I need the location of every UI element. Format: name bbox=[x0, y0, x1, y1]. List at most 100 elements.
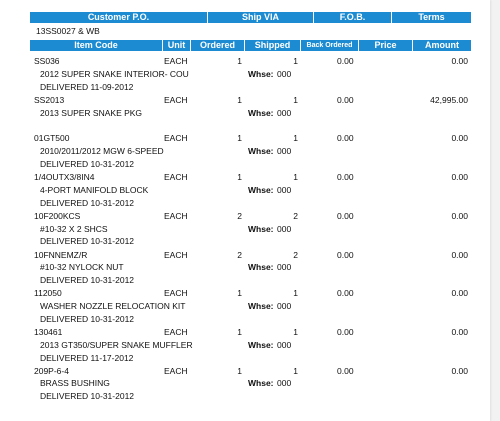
item-code: 10FNNEMZ/R bbox=[34, 249, 88, 260]
unit: EACH bbox=[164, 210, 188, 221]
amount: 0.00 bbox=[451, 133, 468, 144]
item-code: 112050 bbox=[34, 288, 62, 299]
ordered-qty: 2 bbox=[237, 210, 242, 221]
ordered-qty: 1 bbox=[237, 133, 242, 144]
shipped-qty: 1 bbox=[293, 365, 298, 376]
back-ordered-qty: 0.00 bbox=[337, 365, 354, 376]
unit: EACH bbox=[164, 288, 188, 299]
whse-value: 000 bbox=[277, 184, 292, 195]
shipped-qty: 1 bbox=[293, 56, 298, 66]
whse-value: 000 bbox=[277, 223, 292, 234]
unit: EACH bbox=[164, 94, 188, 105]
col-amount: Amount bbox=[413, 40, 471, 51]
whse-label: Whse: bbox=[248, 184, 274, 195]
item-code: 209P-6-4 bbox=[34, 365, 69, 376]
description: WASHER NOZZLE RELOCATION KIT bbox=[40, 301, 186, 311]
delivered-date: DELIVERED 10-31-2012 bbox=[40, 197, 135, 208]
whse-label: Whse: bbox=[248, 223, 274, 234]
delivered-date: DELIVERED 11-17-2012 bbox=[40, 352, 134, 363]
whse-value: 000 bbox=[277, 146, 292, 157]
col-back-ordered: Back Ordered bbox=[301, 40, 358, 51]
delivered-date: DELIVERED 10-31-2012 bbox=[40, 313, 135, 324]
unit: EACH bbox=[164, 365, 188, 376]
item-code: 130461 bbox=[34, 326, 63, 337]
unit: EACH bbox=[164, 56, 188, 66]
description: #10-32 X 2 SHCS bbox=[40, 223, 108, 234]
item-code: 10F200KCS bbox=[34, 210, 81, 221]
whse-value: 000 bbox=[277, 378, 292, 389]
description: #10-32 NYLOCK NUT bbox=[40, 262, 124, 273]
whse-value: 000 bbox=[277, 301, 292, 311]
col-item-code: Item Code bbox=[30, 40, 162, 51]
back-ordered-qty: 0.00 bbox=[337, 288, 354, 299]
customer-po-header: Customer P.O. bbox=[30, 12, 207, 23]
whse-value: 000 bbox=[277, 339, 292, 350]
shipped-qty: 1 bbox=[293, 288, 298, 299]
shipped-qty: 2 bbox=[293, 210, 298, 221]
whse-label: Whse: bbox=[248, 146, 274, 157]
delivered-date: DELIVERED 10-31-2012 bbox=[40, 236, 135, 247]
terms-header: Terms bbox=[392, 12, 471, 23]
ship-via-header: Ship VIA bbox=[208, 12, 313, 23]
ordered-qty: 1 bbox=[237, 288, 242, 299]
whse-value: 000 bbox=[277, 68, 292, 79]
customer-po-value: 13SS0027 & WB bbox=[36, 26, 100, 36]
ordered-qty: 1 bbox=[237, 94, 242, 105]
back-ordered-qty: 0.00 bbox=[337, 326, 354, 337]
whse-label: Whse: bbox=[248, 378, 274, 389]
amount: 0.00 bbox=[451, 249, 468, 260]
unit: EACH bbox=[164, 326, 188, 337]
item-code: SS2013 bbox=[34, 94, 65, 105]
amount: 0.00 bbox=[451, 365, 468, 376]
shipped-qty: 1 bbox=[293, 326, 298, 337]
unit: EACH bbox=[164, 172, 188, 183]
shipped-qty: 1 bbox=[293, 133, 298, 144]
col-price: Price bbox=[359, 40, 412, 51]
delivered-date: DELIVERED 10-31-2012 bbox=[40, 275, 135, 286]
amount: 0.00 bbox=[451, 326, 468, 337]
ordered-qty: 1 bbox=[237, 56, 242, 66]
description: 2013 GT350/SUPER SNAKE MUFFLER bbox=[40, 339, 193, 350]
whse-value: 000 bbox=[277, 107, 292, 118]
amount: 0.00 bbox=[451, 210, 468, 221]
back-ordered-qty: 0.00 bbox=[337, 133, 354, 144]
whse-value: 000 bbox=[277, 262, 292, 273]
whse-label: Whse: bbox=[248, 68, 274, 79]
shipped-qty: 1 bbox=[293, 172, 298, 183]
back-ordered-qty: 0.00 bbox=[337, 210, 354, 221]
description: 2013 SUPER SNAKE PKG bbox=[40, 107, 143, 118]
fob-header: F.O.B. bbox=[314, 12, 391, 23]
unit: EACH bbox=[164, 133, 188, 144]
back-ordered-qty: 0.00 bbox=[337, 94, 354, 105]
amount: 0.00 bbox=[451, 172, 468, 183]
col-ordered: Ordered bbox=[191, 40, 244, 51]
col-shipped: Shipped bbox=[245, 40, 300, 51]
whse-label: Whse: bbox=[248, 262, 274, 273]
delivered-date: DELIVERED 11-09-2012 bbox=[40, 81, 134, 92]
ordered-qty: 1 bbox=[237, 365, 242, 376]
whse-label: Whse: bbox=[248, 107, 274, 118]
back-ordered-qty: 0.00 bbox=[337, 172, 354, 183]
unit: EACH bbox=[164, 249, 188, 260]
col-unit: Unit bbox=[163, 40, 190, 51]
shipped-qty: 1 bbox=[293, 94, 298, 105]
whse-label: Whse: bbox=[248, 301, 274, 311]
description: BRASS BUSHING bbox=[40, 378, 110, 389]
amount: 42,995.00 bbox=[430, 94, 468, 105]
back-ordered-qty: 0.00 bbox=[337, 249, 354, 260]
description: 2010/2011/2012 MGW 6-SPEED bbox=[40, 146, 164, 157]
delivered-date: DELIVERED 10-31-2012 bbox=[40, 159, 135, 169]
amount: 0.00 bbox=[451, 288, 468, 299]
shipped-qty: 2 bbox=[293, 249, 298, 260]
ordered-qty: 1 bbox=[237, 326, 242, 337]
ordered-qty: 2 bbox=[237, 249, 242, 260]
description: 4-PORT MANIFOLD BLOCK bbox=[40, 184, 149, 195]
item-code: 1/4OUTX3/8IN4 bbox=[34, 172, 95, 183]
item-code: 01GT500 bbox=[34, 133, 70, 144]
ordered-qty: 1 bbox=[237, 172, 242, 183]
back-ordered-qty: 0.00 bbox=[337, 56, 354, 66]
item-code: SS036 bbox=[34, 56, 60, 66]
whse-label: Whse: bbox=[248, 339, 274, 350]
description: 2012 SUPER SNAKE INTERIOR- COU bbox=[40, 68, 189, 79]
